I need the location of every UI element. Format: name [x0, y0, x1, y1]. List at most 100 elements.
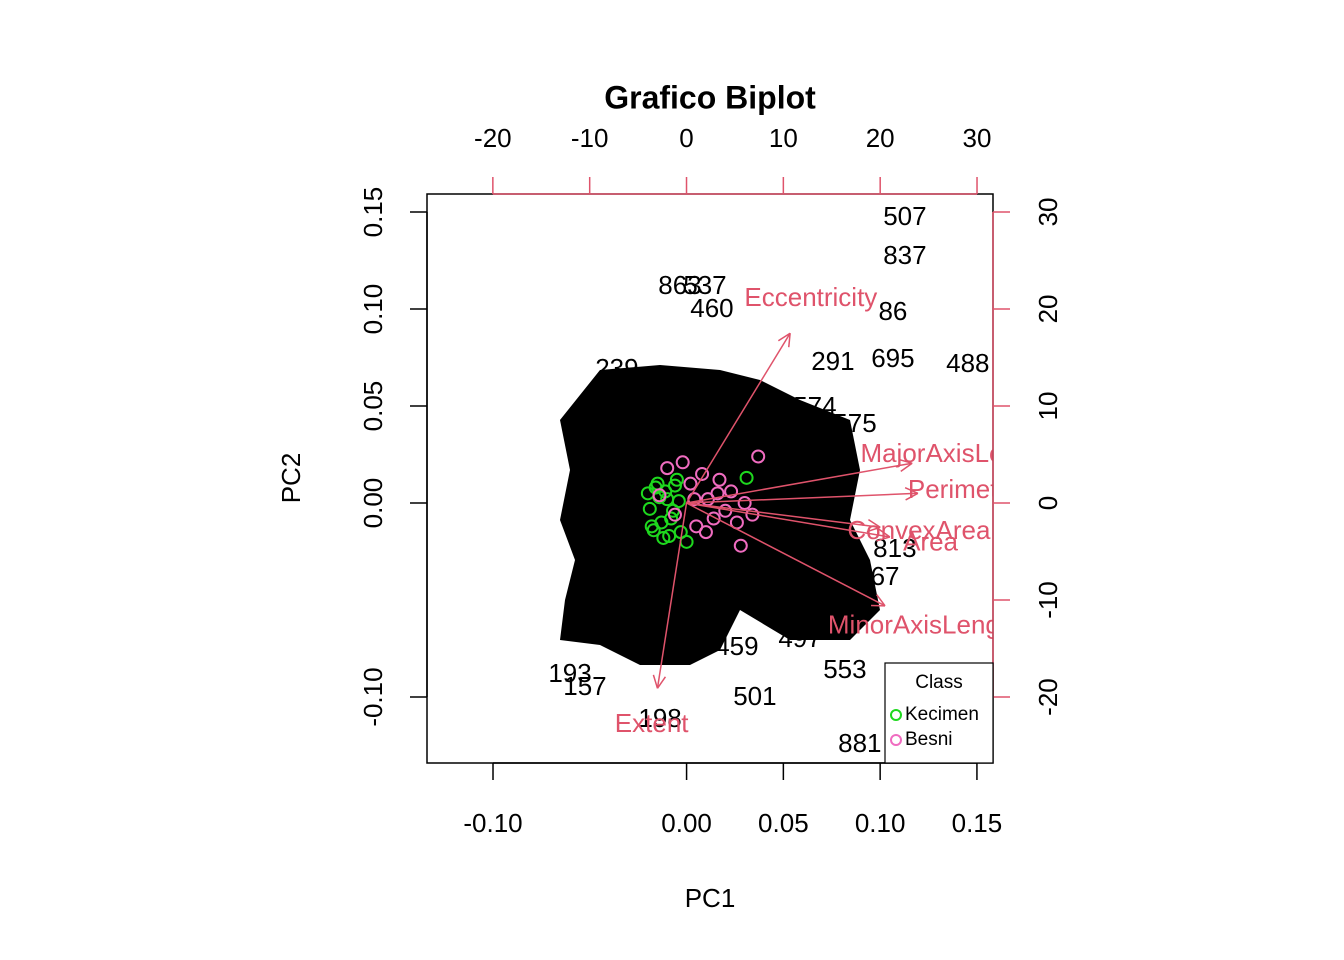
data-point: [654, 515, 669, 530]
loading-label: Perimeter: [908, 474, 1021, 504]
arrow-head: [878, 528, 891, 538]
chart-title: Grafico Biplot: [604, 79, 816, 115]
loading-arrow: [685, 332, 791, 504]
observation-label: 501: [733, 681, 776, 711]
y2-tick-label: -20: [1033, 678, 1063, 716]
y-tick-label: 0.15: [358, 187, 388, 238]
loading-arrow: [686, 502, 890, 538]
data-point: [695, 466, 710, 481]
arrow-head: [900, 462, 913, 473]
observation-label: 497: [778, 623, 821, 653]
observation-label: 507: [883, 201, 926, 231]
y-axis-label: PC2: [276, 453, 306, 504]
arrow-head: [898, 458, 913, 464]
data-point: [733, 538, 748, 553]
legend-label: Kecimen: [905, 704, 979, 725]
observation-label: 813: [873, 533, 916, 563]
arrow-head: [777, 332, 791, 342]
loading-label: ConvexArea: [847, 515, 991, 545]
observation-label: 488: [946, 348, 989, 378]
observation-label: 157: [563, 671, 606, 701]
data-point: [710, 486, 725, 501]
data-point: [737, 496, 752, 511]
legend-marker: [890, 709, 902, 721]
data-point: [669, 472, 684, 487]
x2-tick-label: -10: [571, 123, 609, 153]
data-point: [724, 484, 739, 499]
data-point: [671, 494, 686, 509]
observation-label: 198: [638, 703, 681, 733]
y2-tick-label: 30: [1033, 197, 1063, 226]
data-point: [667, 478, 682, 493]
x2-tick-label: 0: [679, 123, 693, 153]
observation-label: 695: [871, 343, 914, 373]
arrow-head: [905, 492, 919, 501]
observation-label: 239: [595, 353, 638, 383]
arrow-head: [656, 676, 667, 689]
data-point: [656, 530, 671, 545]
observation-label: 863: [658, 270, 701, 300]
y2-tick-label: 0: [1033, 496, 1063, 510]
loading-label: MinorAxisLength: [828, 609, 1022, 639]
observation-label: 291: [811, 346, 854, 376]
y2-tick-label: 20: [1033, 295, 1063, 324]
arrow-head: [788, 333, 791, 348]
y-tick-label: 0.05: [358, 381, 388, 432]
loading-label: Extent: [615, 708, 689, 738]
x2-tick-label: -20: [474, 123, 512, 153]
x2-tick-label: 30: [963, 123, 992, 153]
x2-tick-label: 20: [866, 123, 895, 153]
x-axis-label: PC1: [685, 883, 736, 913]
arrow-head: [876, 594, 886, 607]
arrow-head: [904, 487, 919, 494]
data-point: [698, 525, 713, 540]
arrow-head: [868, 519, 881, 528]
observation-label: 575: [833, 408, 876, 438]
data-point: [646, 523, 661, 538]
loading-arrow: [686, 462, 913, 504]
legend-label: Besni: [905, 729, 953, 750]
x-tick-label: 0.15: [952, 808, 1003, 838]
loading-arrow: [686, 502, 881, 528]
observation-label: 86: [878, 296, 907, 326]
arrow-head: [866, 526, 881, 533]
arrow-head: [652, 674, 659, 689]
observation-label: 460: [690, 293, 733, 323]
data-point: [667, 507, 682, 522]
y2-tick-label: 10: [1033, 392, 1063, 421]
observation-label: 537: [683, 270, 726, 300]
observation-label: 553: [823, 654, 866, 684]
observation-label: 837: [883, 240, 926, 270]
loading-label: Eccentricity: [744, 282, 877, 312]
observation-label: 193: [548, 658, 591, 688]
arrow-head: [876, 536, 891, 542]
y2-tick-label: -10: [1033, 581, 1063, 619]
data-point: [662, 529, 677, 544]
y-tick-label: -0.10: [358, 667, 388, 726]
x-tick-label: 0.05: [758, 808, 809, 838]
x-tick-label: 0.10: [855, 808, 906, 838]
loading-label: MajorAxisLength: [860, 438, 1054, 468]
data-point: [712, 472, 727, 487]
data-point: [706, 511, 721, 526]
loading-label: Area: [903, 527, 958, 557]
observation-label: 574: [793, 391, 836, 421]
legend-title: Class: [915, 672, 963, 693]
observation-label: 459: [715, 631, 758, 661]
loading-arrow: [686, 492, 918, 504]
observation-label: 867: [856, 561, 899, 591]
data-point: [739, 470, 754, 485]
x-tick-label: -0.10: [463, 808, 522, 838]
loading-arrow: [686, 502, 886, 607]
loading-arrow: [656, 502, 688, 689]
x2-tick-label: 10: [769, 123, 798, 153]
x-tick-label: 0.00: [661, 808, 712, 838]
y-tick-label: 0.10: [358, 284, 388, 335]
data-point: [652, 488, 667, 503]
data-point: [660, 461, 675, 476]
data-point: [642, 501, 657, 516]
data-point: [683, 476, 698, 491]
observation-label: 881: [838, 728, 881, 758]
